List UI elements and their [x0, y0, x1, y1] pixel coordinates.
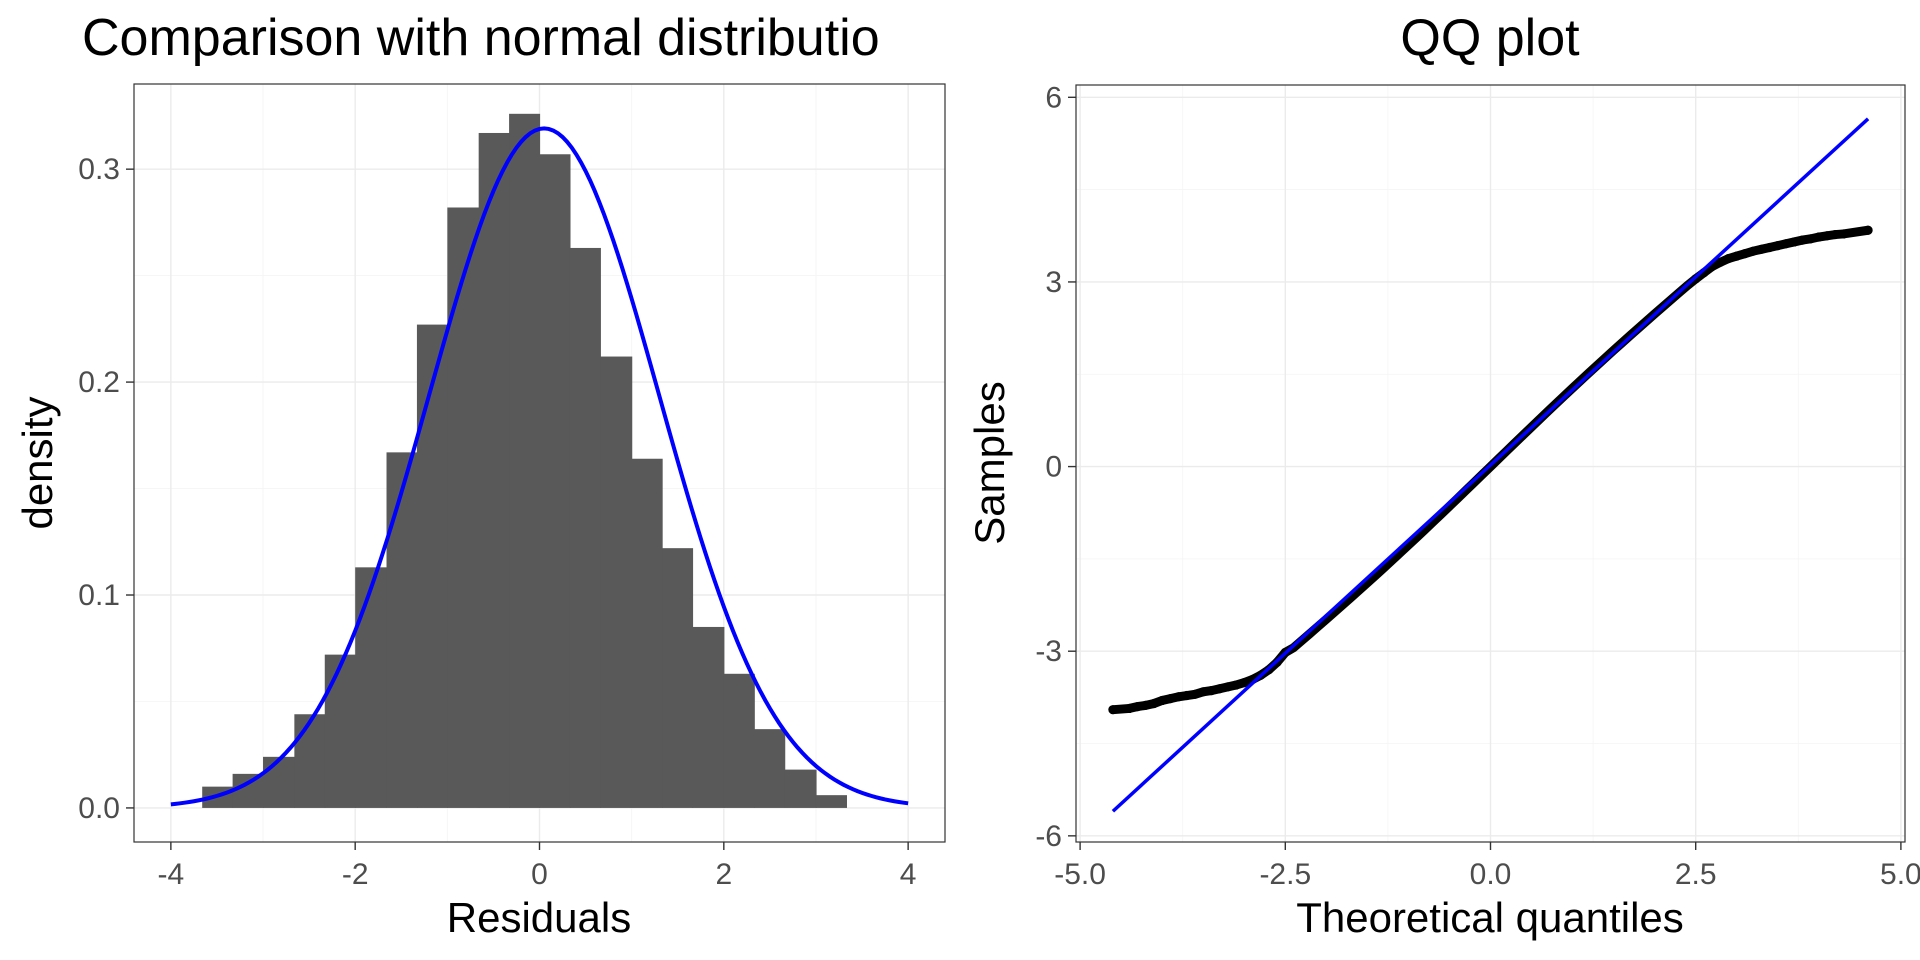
qq-point	[1157, 695, 1167, 706]
histogram-bar	[447, 207, 480, 808]
qq-point	[1215, 684, 1225, 694]
qq-point	[1124, 703, 1134, 714]
qq-point	[1223, 682, 1233, 692]
histogram-bar	[754, 729, 786, 808]
x-tick-label: 0	[531, 858, 548, 891]
qq-point	[1806, 234, 1816, 244]
x-tick-label: -5.0	[1054, 858, 1106, 891]
histogram-bar	[815, 795, 847, 808]
histogram-bar	[263, 756, 295, 808]
qq-point	[1838, 229, 1849, 239]
qq-point	[1149, 698, 1159, 709]
histogram-bar	[662, 548, 694, 808]
histogram-bar	[784, 769, 817, 808]
histogram-bar	[416, 324, 448, 808]
y-tick-label: -3	[1035, 635, 1062, 668]
qq-point	[1173, 692, 1184, 702]
y-tick-label: 0.0	[78, 792, 120, 825]
y-tick-label: 0.3	[78, 153, 120, 186]
qq-grid	[1076, 85, 1905, 842]
histogram-bar	[294, 714, 326, 808]
qq-point	[1141, 700, 1151, 710]
qq-point	[1863, 225, 1873, 235]
qq-point	[1764, 242, 1775, 253]
qq-point	[1814, 232, 1824, 242]
qq-point	[1781, 239, 1791, 249]
qq-point	[1732, 251, 1742, 261]
y-tick-label: 6	[1045, 81, 1062, 114]
x-tick-label: -2.5	[1259, 858, 1311, 891]
x-tick-label: -2	[342, 858, 369, 891]
qq-point	[1231, 680, 1241, 690]
qq-y-axis: -6 -3 0 3 6	[1035, 81, 1076, 853]
qq-point	[1797, 235, 1808, 245]
qq-point	[1206, 686, 1217, 696]
histogram-bar	[355, 567, 388, 808]
qq-point	[1773, 241, 1783, 251]
histogram-bar	[723, 673, 755, 808]
y-tick-label: 3	[1045, 266, 1062, 299]
y-tick-label: -6	[1035, 820, 1062, 853]
histogram-bar	[539, 154, 571, 808]
normal-density-curve	[170, 126, 909, 807]
qq-point	[1165, 694, 1175, 704]
qq-point	[1822, 231, 1832, 241]
histogram-bar	[692, 626, 725, 808]
qq-point	[1190, 689, 1200, 699]
qq-point	[1789, 237, 1799, 247]
qq-point	[1748, 246, 1758, 256]
qq-x-label: Theoretical quantiles	[1296, 894, 1684, 941]
x-tick-label: 2.5	[1675, 858, 1717, 891]
x-tick-label: 4	[900, 858, 917, 891]
qq-title: QQ plot	[1400, 9, 1580, 67]
x-tick-label: 2	[715, 858, 732, 891]
qq-reference-line	[1111, 117, 1870, 813]
histogram-bar	[569, 247, 601, 808]
x-tick-label: 5.0	[1880, 858, 1920, 891]
qq-point	[1830, 229, 1840, 240]
histogram-bar	[386, 452, 418, 808]
y-tick-label: 0.2	[78, 366, 120, 399]
qq-point	[1715, 257, 1725, 267]
histogram-y-axis: 0.0 0.1 0.2 0.3	[78, 153, 134, 825]
y-tick-label: 0	[1045, 451, 1062, 484]
histogram-bar	[631, 458, 663, 808]
qq-panel: QQ plot -6 -3 0 3 6 -5.0 -2.5 0.0 2.5 5.0 Theore…	[966, 9, 1920, 941]
histogram-bar	[478, 132, 510, 808]
histogram-bar	[324, 654, 356, 808]
qq-point	[1723, 253, 1734, 264]
histogram-x-label: Residuals	[447, 894, 631, 941]
histogram-panel: Comparison with normal distributio 0.00.…	[14, 9, 946, 941]
qq-point	[1198, 687, 1208, 697]
histogram-x-axis: -4 -2 0 2 4	[158, 842, 917, 891]
x-tick-label: 0.0	[1470, 858, 1512, 891]
qq-point	[1740, 249, 1750, 259]
qq-point	[1182, 690, 1192, 701]
qq-point	[1239, 677, 1249, 688]
qq-y-label: Samples	[966, 381, 1013, 544]
qq-x-axis: -5.0 -2.5 0.0 2.5 5.0	[1054, 842, 1920, 891]
y-tick-label: 0.1	[78, 579, 120, 612]
qq-point	[1756, 244, 1766, 254]
histogram-bars	[202, 113, 847, 808]
qq-point	[1108, 705, 1118, 715]
x-tick-label: -4	[158, 858, 185, 891]
histogram-title: Comparison with normal distributio	[82, 9, 880, 67]
histogram-y-label: density	[14, 396, 61, 529]
histogram-bar	[232, 773, 264, 808]
histogram-bar	[509, 113, 541, 808]
histogram-bar	[600, 356, 633, 808]
qq-point	[1132, 702, 1143, 712]
